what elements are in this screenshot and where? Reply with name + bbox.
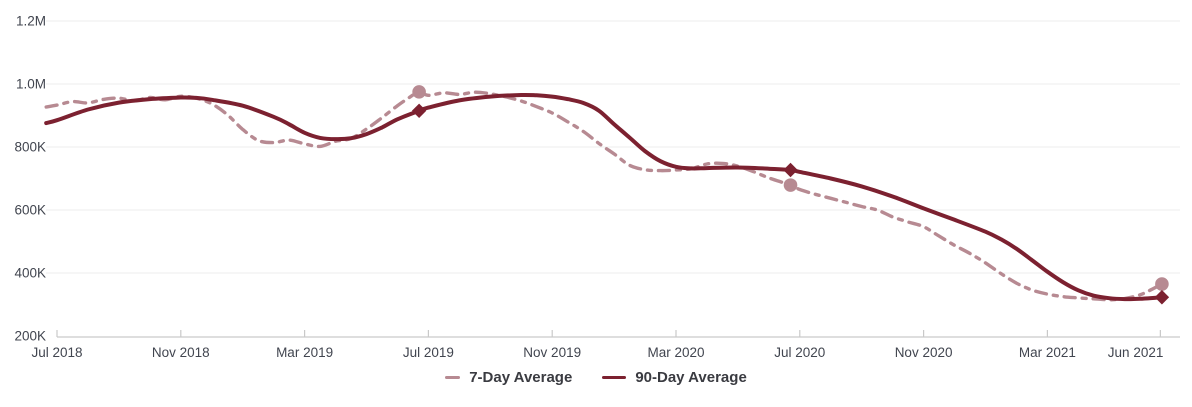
chart-legend: 7-Day Average 90-Day Average [0, 369, 1192, 386]
marker-circle-icon[interactable] [1155, 277, 1169, 291]
series-7-day-average [44, 90, 1164, 302]
x-axis-label: Jul 2019 [403, 345, 454, 360]
x-axis-label: Jul 2018 [31, 345, 82, 360]
marker-circle-icon[interactable] [783, 178, 798, 192]
x-axis-label: Mar 2019 [276, 345, 333, 360]
y-axis-label: 400K [14, 266, 46, 281]
series-markers-90-day-average [411, 103, 1170, 305]
x-axis-labels: Jul 2018 Nov 2018 Mar 2019 Jul 2019 Nov 2019… [31, 345, 1163, 360]
legend-swatch-dashed [445, 376, 461, 379]
legend-item-7-day-average[interactable]: 7-Day Average [445, 369, 572, 386]
x-axis-label: Nov 2019 [523, 345, 581, 360]
series-90-day-average [44, 92, 1164, 302]
y-axis-label: 200K [14, 329, 46, 344]
marker-diamond-icon[interactable] [1154, 290, 1170, 305]
x-axis-label: Mar 2020 [647, 345, 704, 360]
y-axis-label: 800K [14, 140, 46, 155]
legend-item-90-day-average[interactable]: 90-Day Average [602, 369, 747, 386]
x-axis-label: Mar 2021 [1019, 345, 1076, 360]
x-axis-ticks [56, 330, 1161, 337]
legend-label: 7-Day Average [469, 369, 573, 386]
x-axis-label: Nov 2020 [895, 345, 953, 360]
legend-label: 90-Day Average [635, 369, 747, 386]
x-axis-label: Nov 2018 [152, 345, 210, 360]
gridlines [46, 20, 1180, 274]
x-axis-label: Jun 2021 [1108, 345, 1164, 360]
marker-circle-icon[interactable] [412, 85, 426, 99]
marker-diamond-icon[interactable] [783, 162, 798, 178]
x-axis-label: Jul 2020 [774, 345, 825, 360]
legend-swatch-solid [602, 376, 627, 379]
series-markers-7-day-average [412, 85, 1169, 291]
series-line [44, 92, 1164, 302]
y-axis-label: 1.0M [16, 77, 46, 92]
series-line [44, 90, 1164, 302]
marker-diamond-icon[interactable] [411, 103, 427, 118]
y-axis-label: 600K [14, 203, 46, 218]
y-axis-label: 1.2M [16, 14, 46, 29]
y-axis-labels: 1.2M 1.0M 800K 600K 400K 200K [14, 14, 46, 344]
